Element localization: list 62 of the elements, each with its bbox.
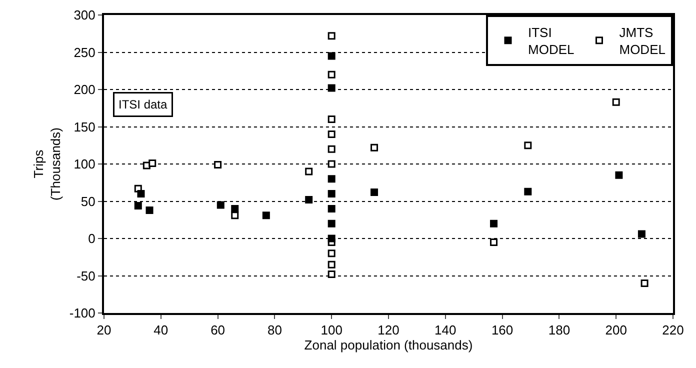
point xyxy=(615,171,623,179)
point xyxy=(328,204,336,212)
point xyxy=(137,190,145,198)
y-tick-label: 150 xyxy=(74,119,96,134)
legend-label: ITSI MODEL xyxy=(528,25,574,57)
point xyxy=(328,234,336,242)
x-tick-label: 100 xyxy=(320,322,342,338)
point xyxy=(148,160,156,168)
x-tick-label: 20 xyxy=(96,322,112,338)
x-tick-label: 200 xyxy=(605,322,627,338)
point xyxy=(134,202,142,210)
y-tick-label: 250 xyxy=(74,44,96,60)
x-tick-label: 40 xyxy=(154,322,168,338)
point xyxy=(231,204,239,212)
x-tick-label: 220 xyxy=(662,322,684,338)
point xyxy=(305,168,313,176)
x-tick-label: 120 xyxy=(378,322,400,338)
x-tick-label: 80 xyxy=(267,322,282,338)
y-tick-label: 200 xyxy=(74,82,96,98)
y-axis-title: Trips (Thousands) xyxy=(30,128,63,200)
point xyxy=(490,238,498,246)
point xyxy=(328,70,336,78)
point xyxy=(328,175,336,183)
point xyxy=(328,145,336,153)
point xyxy=(328,220,336,228)
y-tick-label: 100 xyxy=(74,156,96,172)
point xyxy=(638,230,646,238)
point xyxy=(328,84,336,92)
x-tick-label: 180 xyxy=(548,322,570,338)
point xyxy=(328,270,336,278)
point xyxy=(328,190,336,198)
annotation: ITSI data xyxy=(118,98,168,112)
y-tick-label: -50 xyxy=(76,268,96,284)
point xyxy=(328,130,336,138)
y-tick-label: 300 xyxy=(74,8,96,23)
point xyxy=(231,212,239,220)
point xyxy=(490,220,498,228)
y-tick-label: 0 xyxy=(88,231,96,246)
point xyxy=(328,52,336,60)
point xyxy=(328,250,336,258)
point xyxy=(328,116,336,124)
point xyxy=(524,188,532,196)
point xyxy=(305,196,313,204)
point xyxy=(612,98,620,106)
point xyxy=(214,161,222,168)
x-tick-label: 60 xyxy=(210,322,226,338)
legend-label: JMTS MODEL xyxy=(619,25,666,57)
point xyxy=(262,212,270,220)
point xyxy=(328,260,336,268)
x-tick-label: 140 xyxy=(434,322,456,338)
point xyxy=(640,279,648,287)
point xyxy=(370,144,378,152)
point xyxy=(524,142,532,150)
point xyxy=(328,160,336,168)
x-axis-title: Zonal population (thousands) xyxy=(304,338,473,353)
point xyxy=(146,206,154,214)
point xyxy=(216,201,224,209)
point xyxy=(328,32,336,40)
y-tick-label: -100 xyxy=(69,306,96,321)
point xyxy=(370,188,378,196)
x-tick-label: 160 xyxy=(491,322,514,338)
y-tick-label: 50 xyxy=(80,194,96,209)
